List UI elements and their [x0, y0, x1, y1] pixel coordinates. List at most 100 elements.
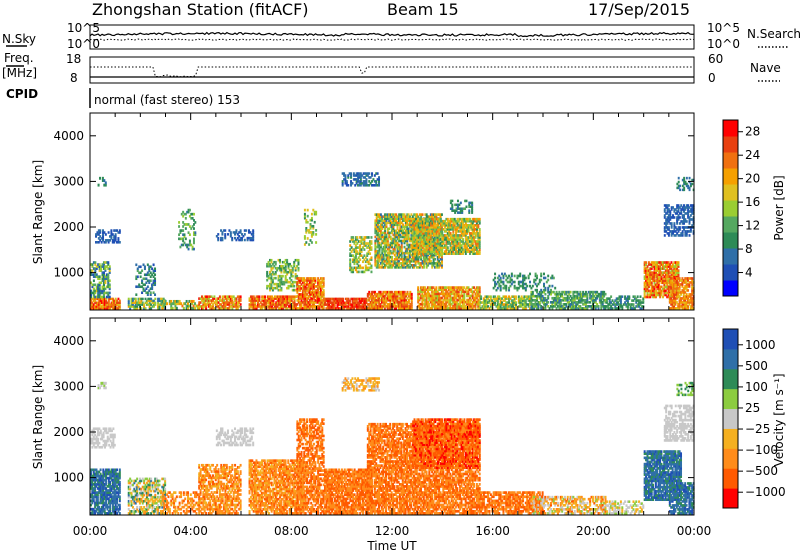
power-cell — [134, 297, 137, 301]
power-cell — [559, 292, 562, 296]
power-cell — [459, 246, 462, 249]
power-cell — [442, 294, 445, 298]
power-cell — [271, 297, 274, 300]
power-cell — [192, 219, 195, 222]
power-cell — [593, 307, 596, 310]
power-cell — [413, 244, 416, 247]
power-cell — [503, 295, 506, 298]
power-cell — [91, 283, 94, 287]
power-cell — [439, 248, 442, 251]
power-cell — [347, 299, 350, 303]
power-cell — [448, 230, 451, 233]
power-cell — [321, 295, 324, 298]
power-cell — [100, 301, 103, 304]
power-cell — [314, 299, 317, 302]
power-cell — [388, 253, 391, 257]
power-cell — [357, 260, 360, 264]
power-cell — [506, 301, 509, 304]
power-cell — [397, 303, 400, 306]
power-cell — [468, 219, 471, 223]
power-cell — [360, 238, 363, 241]
power-cell — [459, 300, 462, 304]
power-cell — [419, 286, 422, 289]
power-cell — [580, 294, 583, 298]
power-cell — [603, 294, 606, 298]
power-cell — [385, 296, 388, 300]
power-cell — [276, 284, 279, 288]
power-cell — [381, 215, 384, 218]
power-cell — [449, 223, 452, 227]
power-cell — [544, 307, 547, 310]
power-cell — [318, 279, 321, 282]
power-cell — [492, 301, 495, 304]
power-cell — [92, 305, 95, 308]
power-cell — [361, 242, 364, 245]
power-cell — [148, 305, 151, 308]
power-cell — [397, 296, 400, 300]
power-cell — [134, 307, 137, 310]
power-cell — [485, 295, 488, 298]
power-cell — [442, 302, 445, 306]
power-cell — [406, 241, 409, 245]
power-cell — [399, 217, 402, 221]
power-cell — [363, 236, 366, 239]
power-cell — [182, 237, 185, 241]
power-cell — [582, 303, 585, 306]
power-cell — [361, 260, 364, 264]
power-cell — [354, 238, 357, 241]
power-cell — [209, 295, 212, 298]
power-cell — [101, 289, 104, 293]
power-cell — [212, 303, 214, 306]
power-cell — [301, 293, 304, 296]
power-cell — [303, 235, 306, 238]
power-cell — [99, 229, 102, 232]
power-cell — [416, 242, 419, 245]
power-cell — [379, 266, 382, 269]
power-cell — [375, 259, 378, 263]
power-cell — [450, 240, 453, 243]
power-cell — [389, 303, 392, 306]
power-cell — [293, 297, 296, 300]
power-cell — [417, 219, 420, 223]
power-cell — [184, 243, 187, 247]
power-cell — [410, 233, 413, 237]
power-cell — [95, 285, 98, 289]
power-cell — [517, 305, 520, 308]
power-cell — [505, 305, 508, 308]
power-cell — [309, 222, 312, 226]
power-cell — [499, 299, 502, 302]
power-cell — [400, 213, 403, 216]
power-cell — [441, 230, 444, 233]
power-cell — [389, 219, 392, 223]
power-cell — [243, 229, 246, 232]
power-cell — [524, 301, 527, 304]
power-cell — [301, 277, 304, 280]
power-cell — [449, 207, 452, 211]
power-cell — [471, 228, 474, 231]
power-cell — [357, 270, 360, 274]
power-cell — [358, 301, 361, 304]
power-cell — [362, 180, 365, 183]
power-cell — [391, 239, 394, 243]
power-cell — [439, 244, 442, 247]
power-cell — [473, 230, 476, 233]
power-cell — [536, 305, 539, 308]
power-cell — [477, 225, 480, 229]
power-cell — [477, 232, 480, 235]
power-cell — [452, 304, 455, 308]
power-cell — [297, 258, 300, 262]
power-cell — [565, 296, 568, 300]
power-cell — [148, 269, 151, 273]
power-cell — [455, 238, 458, 241]
power-cell — [536, 298, 539, 302]
power-cell — [364, 244, 367, 247]
power-cell — [378, 243, 381, 247]
power-cell — [371, 174, 374, 177]
power-cell — [373, 290, 376, 294]
power-cell — [256, 297, 259, 300]
power-cell — [102, 289, 105, 293]
power-cell — [404, 257, 407, 261]
power-cell — [315, 229, 318, 232]
power-cell — [393, 235, 396, 239]
power-cell — [437, 217, 440, 221]
